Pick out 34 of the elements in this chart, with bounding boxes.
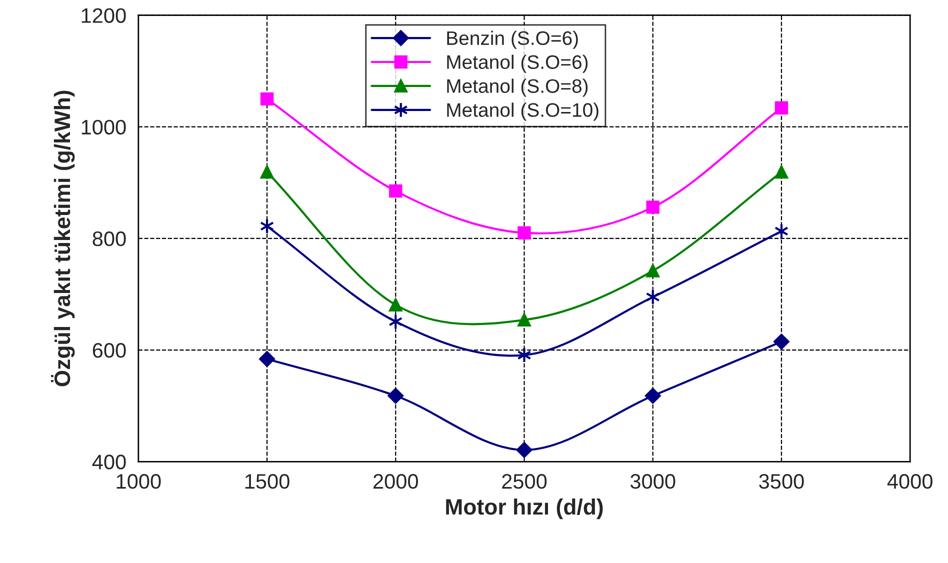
point bbox=[516, 442, 532, 458]
y-tick-label: 1200 bbox=[82, 8, 126, 23]
point bbox=[646, 200, 660, 214]
point bbox=[389, 298, 402, 312]
point bbox=[260, 165, 274, 179]
point bbox=[518, 313, 531, 327]
legend-label: Benzin (S.O=6) bbox=[447, 30, 578, 49]
y-axis-title: Özgül yakıt tüketimi (g/kWh) bbox=[51, 90, 75, 386]
legend-label: Metanol (S.O=8) bbox=[447, 78, 588, 97]
point bbox=[260, 92, 274, 106]
x-tick-label: 3500 bbox=[759, 474, 804, 489]
y-tick-label: 1000 bbox=[82, 120, 126, 135]
point bbox=[388, 388, 404, 404]
x-tick-label: 1500 bbox=[245, 474, 290, 489]
point bbox=[389, 184, 402, 198]
y-tick-label: 600 bbox=[92, 343, 126, 358]
point bbox=[644, 388, 661, 404]
x-tick-label: 3000 bbox=[630, 474, 676, 489]
x-axis-title: Motor hızı (d/d) bbox=[446, 498, 603, 520]
x-tick-label: 1000 bbox=[116, 474, 161, 489]
y-tick-label: 400 bbox=[92, 454, 126, 470]
point bbox=[646, 264, 660, 278]
y-tick-label: 800 bbox=[92, 231, 126, 246]
point bbox=[517, 347, 532, 364]
legend-label: Metanol (S.O=6) bbox=[447, 54, 588, 73]
x-tick-label: 4000 bbox=[887, 474, 932, 489]
point bbox=[774, 334, 790, 350]
legend-label: Metanol (S.O=10) bbox=[447, 102, 598, 121]
x-tick-label: 2000 bbox=[374, 474, 418, 489]
point bbox=[774, 101, 788, 114]
x-tick-label: 2500 bbox=[502, 474, 547, 489]
point bbox=[774, 165, 788, 179]
point bbox=[518, 226, 531, 240]
point bbox=[259, 351, 275, 367]
